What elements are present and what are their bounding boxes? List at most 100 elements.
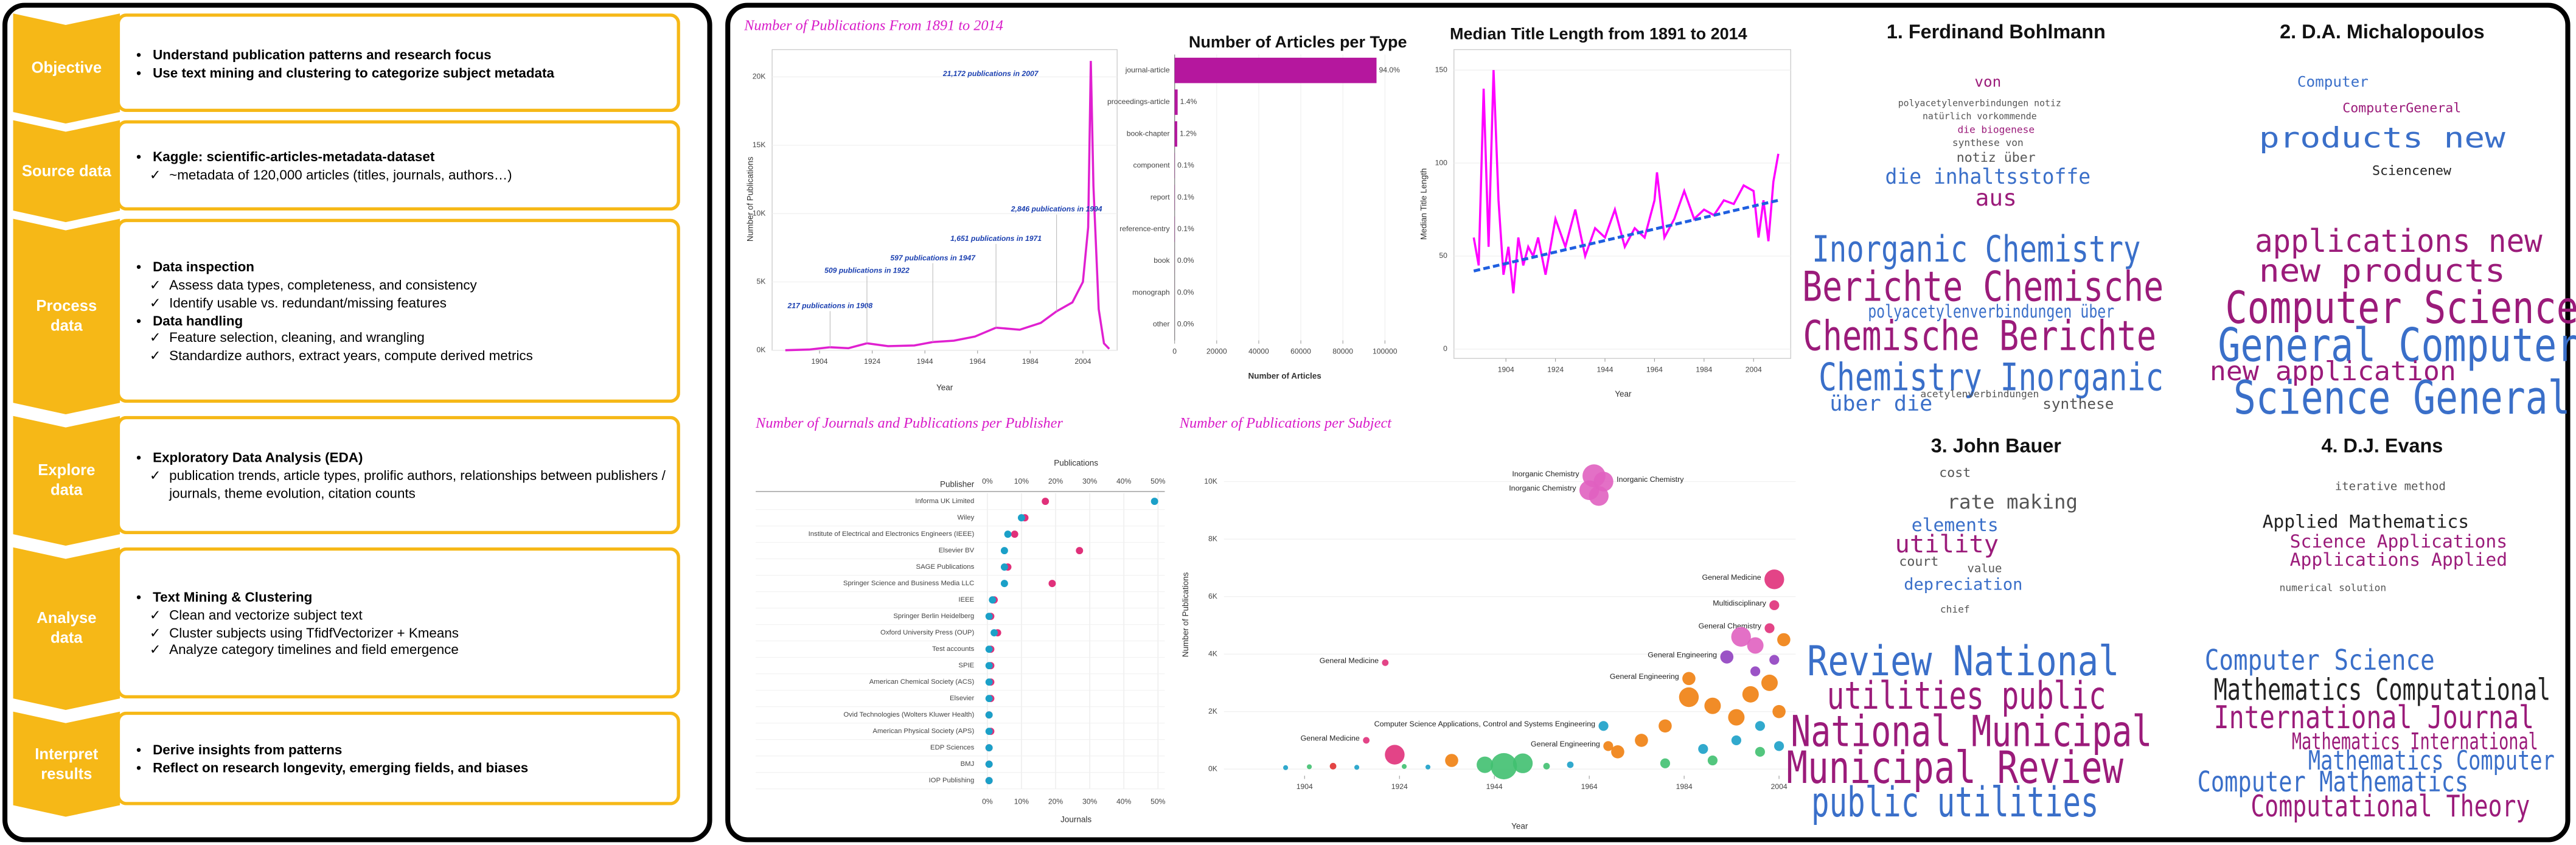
value-label: 1.2% (1180, 129, 1197, 137)
category-label: book-chapter (1127, 129, 1170, 137)
category-label: Elsevier BV (939, 547, 975, 554)
x-tick-label: 1964 (1581, 782, 1598, 791)
x-tick-label: 1944 (917, 357, 933, 366)
cloud-word: numerical solution (2280, 582, 2386, 594)
bubble (1307, 764, 1312, 770)
cloud-word: elements (1912, 515, 1999, 536)
bubble (1635, 734, 1648, 747)
chart-title: Number of Publications From 1891 to 2014 (743, 17, 1003, 33)
y-axis-label: Median Title Length (1419, 168, 1429, 240)
cloud-word: natürlich vorkommende (1923, 111, 2037, 122)
category-label: proceedings-article (1107, 97, 1170, 106)
check-item: Analyze category timelines and field eme… (136, 642, 667, 660)
cloud-word: National Municipal (1791, 707, 2152, 757)
cloud-word: Review National (1807, 637, 2119, 685)
bullet-point: Use text mining and clustering to catego… (136, 63, 667, 82)
point-label: General Medicine (1702, 573, 1761, 582)
cloud-word: Computational Theory (2251, 790, 2530, 824)
bubble (1731, 735, 1742, 746)
y-axis-label: Number of Publications (1181, 572, 1190, 657)
cloud-word: die biogenese (1957, 123, 2035, 135)
x-tick-label: 60000 (1290, 347, 1311, 356)
x-tick-label: 1984 (1696, 365, 1712, 374)
bubble (1385, 745, 1405, 765)
step-content: Text Mining & ClusteringClean and vector… (117, 548, 680, 698)
value-label: 0.0% (1177, 288, 1194, 296)
cloud-word: synthese (2042, 395, 2114, 412)
annotation: 509 publications in 1922 (824, 266, 910, 275)
bubble (1720, 650, 1734, 664)
category-label: IOP Publishing (929, 777, 975, 784)
bullet-point: Reflect on research longevity, emerging … (136, 759, 667, 777)
category-label: American Chemical Society (ACS) (869, 678, 975, 686)
point-label: Multidisciplinary (1713, 599, 1766, 607)
annotation: 217 publications in 1908 (787, 302, 873, 310)
annotation: 597 publications in 1947 (890, 254, 976, 262)
step-chevron (13, 218, 120, 414)
cloud-word: rate making (1948, 490, 2078, 513)
y-tick-label: 20K (753, 72, 766, 81)
dot (1076, 547, 1084, 555)
bubble (1707, 755, 1718, 766)
category-label: Informa UK Limited (915, 498, 974, 505)
y-tick-label: 4K (1208, 649, 1217, 658)
x-tick-label-bottom: 10% (1014, 797, 1029, 805)
cloud-word: Mathematics Computer (2308, 746, 2555, 776)
top-axis-label: Publications (1054, 459, 1098, 468)
line-series (1472, 70, 1780, 294)
bar (1174, 57, 1377, 83)
category-label: report (1150, 193, 1170, 201)
y-axis-label: Number of Publications (746, 156, 755, 242)
chart-title: Number of Publications per Subject (1179, 415, 1392, 431)
y-tick-label: 50 (1439, 251, 1447, 260)
x-tick-label: 1944 (1597, 365, 1613, 374)
cloud-word: new products (2259, 253, 2505, 290)
cloud-word: applications new (2255, 223, 2543, 260)
cloud-word: von (1974, 73, 2001, 91)
annotation: 2,846 publications in 1994 (1011, 205, 1102, 214)
step-chevron (13, 416, 120, 546)
step-box: Exploratory Data Analysis (EDA)publicati… (116, 416, 680, 535)
category-label: Springer Science and Business Media LLC (843, 580, 974, 587)
category-label: American Physical Society (APS) (872, 728, 974, 735)
category-label: EDP Sciences (930, 744, 975, 751)
bubble (1425, 764, 1431, 770)
plot-frame (1453, 49, 1791, 359)
value-label: 0.1% (1177, 193, 1194, 201)
category-label: book (1154, 256, 1170, 265)
check-item: Cluster subjects using TfidfVectorizer +… (136, 624, 667, 642)
y-axis-label: Publisher (940, 480, 975, 489)
bubble (1731, 627, 1751, 647)
chart-title: Median Title Length from 1891 to 2014 (1450, 24, 1747, 43)
bubble (1750, 666, 1761, 676)
bubble (1543, 763, 1550, 770)
step-content: Exploratory Data Analysis (EDA)publicati… (117, 416, 680, 534)
x-tick-label: 0 (1172, 347, 1177, 356)
cloud-title: 4. D.J. Evans (2321, 435, 2443, 457)
value-label: 0.0% (1177, 320, 1194, 329)
step-chevron (13, 711, 120, 817)
x-tick-label: 1904 (1297, 782, 1313, 791)
cloud-word: General Computer (2218, 318, 2576, 372)
cloud-word: chief (1940, 603, 1970, 615)
category-label: reference-entry (1119, 224, 1170, 233)
bottom-axis-label: Journals (1060, 815, 1091, 824)
value-label: 0.1% (1177, 224, 1194, 233)
category-label: Wiley (958, 514, 975, 521)
bubble (1679, 687, 1699, 708)
bubble (1755, 721, 1765, 731)
cloud-word: ComputerGeneral (2342, 101, 2461, 116)
y-tick-label: 0 (1443, 344, 1447, 353)
cloud-word: Applications Applied (2290, 549, 2507, 571)
chart-title: Number of Journals and Publications per … (755, 415, 1063, 431)
x-tick-label: 20000 (1206, 347, 1227, 356)
bubble (1445, 754, 1458, 767)
dot (1017, 514, 1025, 522)
annotation: 21,172 publications in 2007 (942, 69, 1039, 78)
step-box: Kaggle: scientific-articles-metadata-dat… (116, 120, 680, 211)
cloud-word: court (1899, 554, 1938, 569)
bullet-point: Kaggle: scientific-articles-metadata-dat… (136, 148, 667, 167)
bubble (1598, 721, 1609, 731)
bullet-point: Exploratory Data Analysis (EDA) (136, 449, 667, 467)
cloud-word: Mathematics International (2292, 728, 2538, 755)
